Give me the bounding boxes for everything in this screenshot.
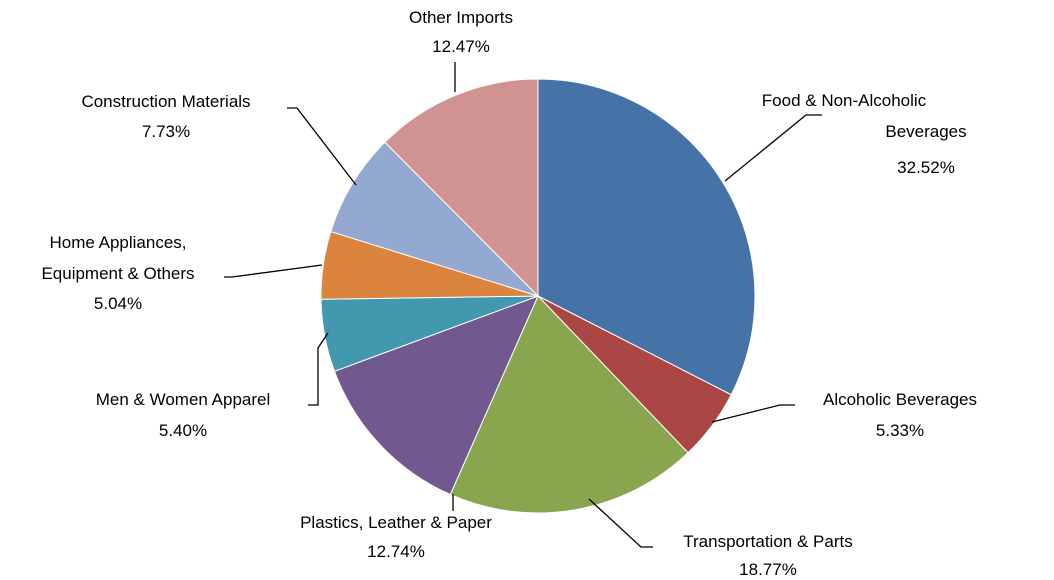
leader-line-home [224, 264, 323, 278]
leader-line-food [724, 114, 822, 182]
slice-value-apparel: 5.40% [159, 421, 207, 440]
slice-label-plastics: Plastics, Leather & Paper [300, 513, 492, 532]
pie-slices [320, 78, 756, 514]
leader-line-transport [588, 498, 653, 548]
slice-value-plastics: 12.74% [367, 542, 425, 561]
pie-slice-plastics [333, 295, 539, 496]
slice-label-home-line-2: Equipment & Others [41, 264, 194, 283]
slice-label-apparel: Men & Women Apparel [96, 390, 271, 409]
slice-value-transport: 18.77% [739, 560, 797, 579]
slice-label-food-line-1: Food & Non-Alcoholic [762, 91, 927, 110]
leader-line-alcoholic [711, 404, 795, 423]
pie-slice-construction [330, 141, 539, 297]
leader-lines [224, 62, 822, 548]
slice-value-alcoholic: 5.33% [876, 421, 924, 440]
data-labels: Food & Non-Alcoholic Beverages 32.52% Alcoh… [41, 8, 977, 579]
leader-line-construction [287, 107, 357, 186]
slice-label-alcoholic: Alcoholic Beverages [823, 390, 977, 409]
slice-label-food-line-2: Beverages [885, 122, 966, 141]
slice-value-food: 32.52% [897, 158, 955, 177]
slice-label-construction: Construction Materials [81, 92, 250, 111]
leader-line-apparel [308, 332, 329, 406]
slice-label-other: Other Imports [409, 8, 513, 27]
slice-value-home: 5.04% [94, 294, 142, 313]
slice-label-transport: Transportation & Parts [683, 532, 852, 551]
pie-slice-transport [449, 295, 689, 514]
slice-label-home-line-1: Home Appliances, [49, 233, 186, 252]
slice-value-construction: 7.73% [142, 122, 190, 141]
pie-slice-other [384, 78, 539, 298]
pie-slice-food [537, 78, 756, 396]
slice-value-other: 12.47% [432, 37, 490, 56]
